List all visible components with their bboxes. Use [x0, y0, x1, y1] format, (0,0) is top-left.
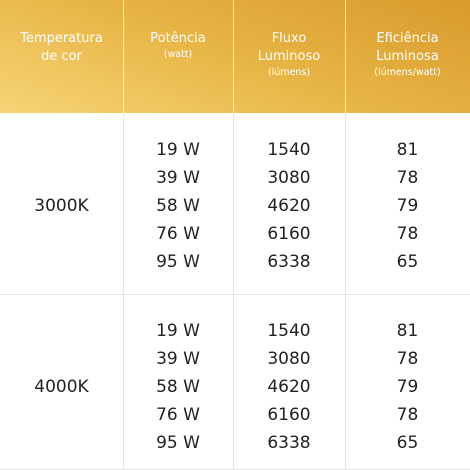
header-unit: (lúmens/watt) — [374, 67, 441, 78]
value-cell: 19 W — [156, 140, 200, 160]
value-cell: 78 — [396, 405, 419, 425]
value-cell: 4620 — [267, 196, 311, 216]
value-cell: 76 W — [156, 224, 200, 244]
value-cell: 65 — [396, 433, 419, 453]
header-title: Eficiência Luminosa — [376, 31, 439, 64]
value-cell: 6160 — [267, 224, 311, 244]
header-unit: (watt) — [163, 49, 193, 60]
header-cell: Temperatura de cor — [0, 30, 123, 66]
value-cell: 6160 — [267, 405, 311, 425]
value-cell: 76 W — [156, 405, 200, 425]
header-cell: Potência (watt) — [123, 30, 233, 62]
value-cell: 58 W — [156, 377, 200, 397]
value-cell: 3080 — [267, 349, 311, 369]
header-title: Fluxo Luminoso — [257, 31, 321, 64]
temperature: 4000K — [34, 377, 89, 397]
header-divider — [345, 0, 346, 113]
value-cell: 78 — [396, 349, 419, 369]
value-cell: 4620 — [267, 377, 311, 397]
value-cell: 6338 — [267, 252, 311, 272]
value-cell: 95 W — [156, 252, 200, 272]
value-cell: 79 — [396, 196, 419, 216]
value-cell: 1540 — [267, 140, 311, 160]
header-title: Temperatura de cor — [20, 31, 103, 64]
temperature: 3000K — [34, 196, 89, 216]
value-cell: 39 W — [156, 168, 200, 188]
header-divider — [123, 0, 124, 113]
header-cell: Eficiência Luminosa (lúmens/watt) — [345, 30, 470, 80]
value-cell: 65 — [396, 252, 419, 272]
value-cell: 19 W — [156, 321, 200, 341]
value-cell: 81 — [396, 140, 419, 160]
header-title: Potência — [150, 31, 206, 46]
value-cell: 95 W — [156, 433, 200, 453]
value-cell: 58 W — [156, 196, 200, 216]
value-cell: 3080 — [267, 168, 311, 188]
value-cell: 6338 — [267, 433, 311, 453]
column-divider — [123, 113, 124, 470]
value-cell: 1540 — [267, 321, 311, 341]
value-cell: 81 — [396, 321, 419, 341]
value-cell: 39 W — [156, 349, 200, 369]
header-divider — [233, 0, 234, 113]
column-divider — [233, 113, 234, 470]
header-cell: Fluxo Luminoso (lúmens) — [233, 30, 345, 80]
column-divider — [345, 113, 346, 470]
value-cell: 78 — [396, 224, 419, 244]
row-divider — [0, 294, 470, 295]
value-cell: 78 — [396, 168, 419, 188]
value-cell: 79 — [396, 377, 419, 397]
header-unit: (lúmens) — [267, 67, 311, 78]
header: Temperatura de cor Potência (watt) Fluxo Lu… — [0, 0, 470, 113]
